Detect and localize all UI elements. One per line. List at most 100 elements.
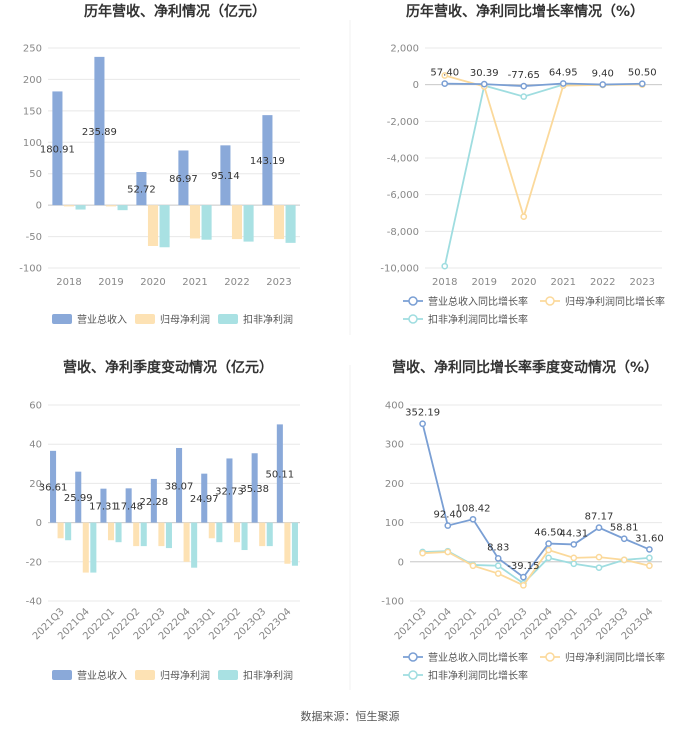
quarterly-data-label: 36.61 — [39, 483, 68, 494]
quarterly-bar-营业总收入 — [50, 450, 57, 523]
quarterly-bar-归母净利润 — [183, 522, 190, 562]
quarterly_growth-data-label: 8.83 — [487, 542, 509, 553]
quarterly_growth-point-营业总收入同比增长率 — [620, 535, 628, 543]
quarterly-bar-营业总收入 — [226, 458, 233, 523]
quarterly-legend-label: 扣非净利润 — [243, 669, 293, 682]
annual_growth-data-label: 30.39 — [470, 68, 499, 79]
quarterly_growth-legend-marker — [545, 652, 555, 662]
quarterly-bar-归母净利润 — [82, 522, 89, 573]
quarterly_growth-line-归母净利润同比增长率 — [422, 548, 650, 587]
annual_growth-data-label: 57.40 — [430, 68, 459, 79]
quarterly_growth-point-营业总收入同比增长率 — [570, 541, 578, 548]
annual-x-tick: 2022 — [224, 277, 249, 288]
quarterly_growth-point-营业总收入同比增长率 — [595, 524, 603, 531]
quarterly_growth-data-label: -39.15 — [507, 561, 539, 572]
annual-y-tick: -50 — [26, 232, 42, 243]
annual_growth-point-扣非净利润同比增长率 — [520, 93, 528, 100]
quarterly_growth-y-tick: -100 — [381, 597, 404, 608]
quarterly_growth-point-归母净利润同比增长率 — [444, 548, 452, 556]
annual_growth-x-tick: 2023 — [630, 277, 655, 288]
annual-bar-扣非净利润 — [75, 205, 86, 210]
annual_growth-legend-marker — [408, 296, 418, 306]
quarterly-bar-归母净利润 — [57, 522, 64, 539]
annual-y-tick: 100 — [23, 138, 42, 149]
quarterly_growth-point-扣非净利润同比增长率 — [595, 564, 603, 572]
quarterly_growth-y-tick: 400 — [385, 401, 404, 412]
annual-bar-营业总收入 — [178, 150, 189, 206]
quarterly-bar-营业总收入 — [251, 453, 258, 523]
quarterly_growth-data-label: 58.81 — [610, 523, 639, 534]
quarterly-bar-营业总收入 — [276, 424, 283, 523]
quarterly_growth-point-营业总收入同比增长率 — [646, 546, 653, 553]
quarterly-bar-扣非净利润 — [165, 522, 172, 549]
quarterly_growth-point-营业总收入同比增长率 — [494, 554, 502, 562]
quarterly_growth-y-tick: 0 — [398, 557, 404, 568]
quarterly-data-label: 24.97 — [190, 494, 219, 505]
quarterly_growth-point-营业总收入同比增长率 — [545, 540, 552, 547]
quarterly-data-label: 17.48 — [114, 501, 143, 512]
quarterly-bar-扣非净利润 — [191, 522, 198, 568]
quarterly-data-label: 17.31 — [89, 502, 118, 513]
annual-legend-label: 扣非净利润 — [243, 313, 293, 326]
quarterly-bar-扣非净利润 — [216, 522, 223, 543]
quarterly_growth-y-tick: 300 — [385, 440, 404, 451]
quarterly-title: 营收、净利季度变动情况（亿元） — [63, 359, 273, 376]
quarterly_growth-point-扣非净利润同比增长率 — [646, 554, 653, 562]
quarterly_growth-point-营业总收入同比增长率 — [419, 420, 426, 428]
annual-bar-营业总收入 — [136, 172, 147, 206]
annual-bar-归母净利润 — [105, 205, 117, 207]
annual_growth-y-tick: -6,000 — [387, 190, 419, 201]
quarterly_growth-point-归母净利润同比增长率 — [595, 553, 603, 561]
quarterly-legend-label: 营业总收入 — [77, 669, 127, 682]
quarterly-legend-label: 归母净利润 — [160, 669, 210, 682]
annual_growth-y-tick: 0 — [413, 80, 419, 91]
annual_growth-point-营业总收入同比增长率 — [441, 80, 449, 87]
quarterly-bar-归母净利润 — [107, 522, 115, 541]
quarterly-bar-扣非净利润 — [241, 522, 248, 551]
source-note: 数据来源：恒生聚源 — [301, 709, 400, 723]
annual_growth-point-营业总收入同比增长率 — [599, 81, 607, 88]
annual_growth-data-label: 50.50 — [628, 68, 657, 79]
quarterly-y-tick: -40 — [26, 597, 42, 608]
quarterly-data-label: 50.11 — [266, 469, 295, 480]
quarterly_growth-legend-label: 营业总收入同比增长率 — [428, 651, 528, 664]
annual-title: 历年营收、净利情况（亿元） — [84, 3, 266, 20]
annual-bar-归母净利润 — [273, 205, 285, 240]
annual_growth-line-营业总收入同比增长率 — [444, 82, 643, 87]
quarterly_growth-point-营业总收入同比增长率 — [520, 573, 527, 581]
annual_growth-point-归母净利润同比增长率 — [520, 213, 528, 221]
annual-data-label: 143.19 — [250, 156, 285, 167]
annual-legend-label: 归母净利润 — [160, 313, 210, 326]
annual-bar-扣非净利润 — [117, 205, 128, 211]
annual-bar-扣非净利润 — [159, 205, 170, 248]
annual_growth-data-label: 9.40 — [592, 68, 614, 79]
annual_growth-point-营业总收入同比增长率 — [520, 82, 528, 90]
annual_growth-line-扣非净利润同比增长率 — [443, 83, 643, 267]
annual-bar-归母净利润 — [147, 205, 159, 246]
annual-bar-归母净利润 — [63, 205, 75, 207]
quarterly_growth-legend-label: 归母净利润同比增长率 — [565, 651, 665, 664]
quarterly_growth-point-归母净利润同比增长率 — [545, 546, 552, 554]
quarterly_growth-title: 营收、净利同比增长率季度变动情况（%） — [392, 359, 658, 376]
quarterly_growth-point-归母净利润同比增长率 — [520, 581, 527, 589]
quarterly_growth-data-label: 31.60 — [635, 533, 664, 544]
annual-bar-归母净利润 — [231, 205, 243, 240]
quarterly_growth-data-label: 44.31 — [559, 528, 588, 539]
quarterly-bar-扣非净利润 — [90, 522, 97, 573]
quarterly-data-label: 32.73 — [215, 487, 244, 498]
annual_growth-legend-marker — [545, 296, 555, 306]
quarterly_growth-data-label: 352.19 — [405, 408, 440, 419]
quarterly_growth-data-label: 108.42 — [456, 503, 491, 514]
annual_growth-legend-label: 归母净利润同比增长率 — [565, 295, 665, 308]
quarterly_growth-point-归母净利润同比增长率 — [646, 562, 653, 570]
annual_growth-x-tick: 2018 — [432, 277, 457, 288]
annual-data-label: 180.91 — [40, 144, 75, 155]
quarterly-data-label: 38.07 — [165, 481, 194, 492]
quarterly_growth-data-label: 87.17 — [585, 512, 614, 523]
annual-bar-营业总收入 — [52, 91, 63, 206]
annual-data-label: 95.14 — [211, 171, 240, 182]
annual-x-tick: 2023 — [266, 277, 291, 288]
annual_growth-x-tick: 2021 — [551, 277, 576, 288]
annual-y-tick: 150 — [23, 106, 42, 117]
